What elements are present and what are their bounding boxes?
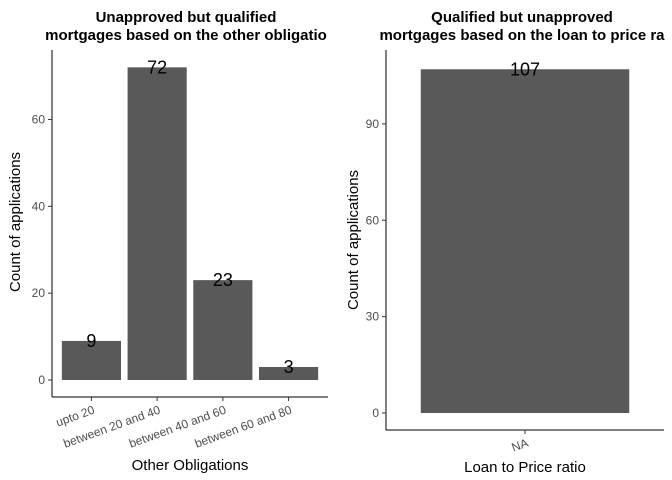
right-y-ticks: 0 30 60 90: [366, 117, 386, 420]
left-y-tick-label-3: 40: [32, 199, 46, 213]
right-y-tick-label-1: 0: [372, 406, 379, 420]
left-data-label-2: 72: [147, 57, 167, 77]
right-x-ticks: NA: [510, 430, 530, 455]
left-bar-4: [259, 366, 319, 380]
left-y-axis-title: Count of applications: [7, 152, 24, 292]
left-x-axis-title: Other Obligations: [132, 457, 249, 474]
left-bar-3: [193, 280, 253, 380]
right-y-tick-label-2: 30: [366, 310, 380, 324]
right-x-axis-title: Loan to Price ratio: [464, 459, 586, 476]
left-y-tick-label-1: 0: [38, 373, 45, 387]
right-chart-bars: [420, 69, 630, 413]
left-chart-title-line-1: Unapproved but qualified: [96, 9, 277, 26]
left-x-tick-label-1: upto 20: [54, 403, 97, 430]
right-y-tick-label-3: 60: [366, 213, 380, 227]
left-bar-2: [127, 67, 187, 381]
left-data-label-1: 9: [86, 331, 96, 351]
left-bar-1: [61, 340, 121, 380]
right-bar-1: [420, 69, 630, 413]
right-chart-title-line-1: Qualified but unapproved: [431, 9, 613, 26]
right-chart-data-labels: 107: [510, 59, 540, 79]
left-y-tick-label-4: 60: [32, 112, 46, 126]
right-chart-panel: Qualified but unapproved mortgages based…: [345, 9, 665, 476]
left-chart-data-labels: 9 72 23 3: [86, 57, 293, 377]
right-y-tick-label-4: 90: [366, 117, 380, 131]
left-data-label-3: 23: [213, 270, 233, 290]
right-data-label-1: 107: [510, 59, 540, 79]
left-y-tick-label-2: 20: [32, 286, 46, 300]
right-x-tick-label-1: NA: [510, 436, 530, 455]
left-y-ticks: 0 20 40 60: [32, 112, 52, 387]
right-y-axis-title: Count of applications: [345, 170, 362, 310]
left-data-label-4: 3: [284, 357, 294, 377]
right-chart-title-line-2: mortgages based on the loan to price ra: [379, 27, 665, 44]
left-chart-bars: [61, 67, 319, 381]
left-chart-panel: Unapproved but qualified mortgages based…: [7, 9, 328, 474]
left-chart-title-line-2: mortgages based on the other obligatio: [45, 27, 327, 44]
